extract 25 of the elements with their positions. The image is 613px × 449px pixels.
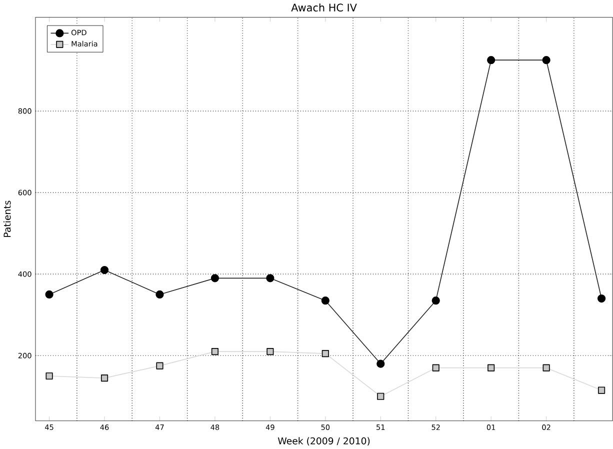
point	[100, 266, 109, 274]
point	[45, 290, 54, 299]
point	[266, 274, 274, 282]
point	[376, 360, 385, 368]
x-axis-title: Week (2009 / 2010)	[278, 437, 370, 446]
point	[432, 296, 440, 305]
point	[266, 348, 274, 356]
point	[156, 362, 164, 370]
point	[542, 56, 550, 64]
point	[598, 386, 606, 394]
point	[377, 392, 384, 400]
point	[156, 290, 164, 299]
point	[211, 348, 219, 356]
point	[100, 374, 108, 382]
point	[46, 372, 53, 380]
point	[321, 296, 330, 305]
point	[210, 274, 220, 282]
point	[322, 350, 329, 358]
point	[488, 364, 495, 372]
point	[487, 56, 496, 64]
chart-title: Awach HC IV	[291, 3, 357, 12]
point	[597, 294, 606, 303]
y-axis-title: Patients	[3, 200, 11, 237]
point	[432, 364, 440, 372]
point	[542, 364, 550, 372]
